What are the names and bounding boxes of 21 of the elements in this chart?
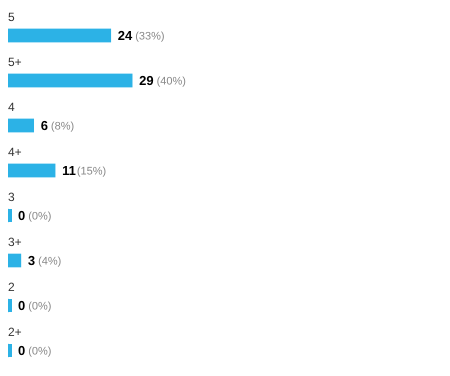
data-label: 0 (0%): [18, 343, 52, 358]
bar: [8, 74, 132, 88]
data-label: 6 (8%): [40, 118, 74, 134]
y-tick-label: 4+: [8, 144, 22, 159]
bar: [8, 28, 112, 42]
y-tick-label: 3+: [8, 234, 22, 249]
bar: [8, 164, 56, 178]
y-tick-label: 3: [8, 190, 15, 204]
data-label: 3 (4%): [28, 253, 62, 268]
bar: [8, 118, 34, 132]
data-label: 0 (0%): [18, 298, 52, 314]
y-tick-label: 2+: [8, 324, 22, 339]
y-tick-label: 2: [8, 280, 15, 294]
data-label: 29 (40%): [139, 73, 186, 88]
y-tick-label: 5+: [8, 54, 22, 69]
bar: [8, 254, 22, 268]
data-label: 24 (33%): [118, 28, 165, 44]
y-tick-label: 4: [8, 100, 15, 114]
y-tick-label: 5: [8, 10, 15, 24]
data-label: 11(15%): [62, 163, 106, 178]
data-label: 0 (0%): [18, 208, 52, 224]
